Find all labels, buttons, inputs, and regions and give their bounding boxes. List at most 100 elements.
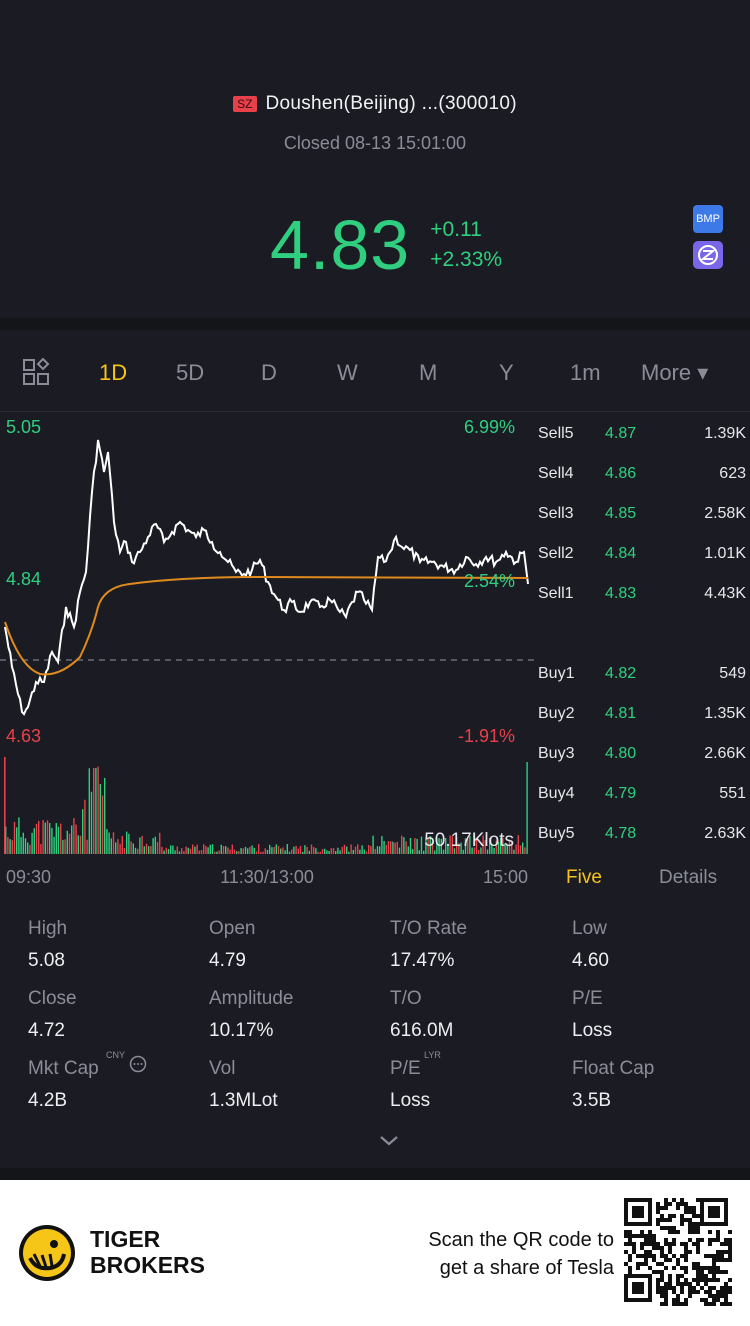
volume-bar bbox=[403, 837, 405, 854]
volume-bar bbox=[304, 845, 306, 854]
volume-bar bbox=[143, 846, 145, 854]
volume-bar bbox=[361, 845, 363, 854]
stat-amplitude: Amplitude 10.17% bbox=[209, 988, 389, 1042]
more-info-icon[interactable] bbox=[129, 1055, 147, 1079]
tab-five[interactable]: Five bbox=[566, 867, 602, 888]
order-book-row: Buy1 4.82 549 bbox=[538, 665, 750, 689]
volume-bar bbox=[68, 833, 71, 854]
volume-bar bbox=[18, 817, 20, 854]
tab-5d[interactable]: 5D bbox=[176, 360, 205, 385]
volume-bar bbox=[79, 835, 82, 854]
promo-footer: TIGER BROKERS Scan the QR code to get a … bbox=[0, 1180, 750, 1326]
volume-bar bbox=[339, 850, 341, 854]
volume-bar bbox=[460, 842, 462, 854]
ob-label: Buy2 bbox=[538, 705, 575, 722]
chevron-down-icon[interactable] bbox=[378, 1134, 400, 1153]
stat-label: T/O Rate bbox=[390, 918, 468, 939]
volume-bar bbox=[75, 824, 77, 854]
volume-bar bbox=[251, 845, 253, 854]
volume-bar bbox=[390, 841, 392, 854]
volume-bar bbox=[464, 838, 467, 854]
stat-label: Mkt Cap CNY bbox=[28, 1050, 147, 1086]
stat-value: 616.0M bbox=[390, 1020, 454, 1041]
z-logo-icon[interactable] bbox=[693, 241, 723, 269]
volume-bar bbox=[154, 836, 156, 854]
price-line bbox=[4, 439, 529, 716]
volume-bar bbox=[196, 844, 198, 854]
tab-m[interactable]: M bbox=[419, 360, 438, 385]
volume-bar bbox=[115, 842, 117, 854]
stat-label: Amplitude bbox=[209, 988, 294, 1009]
volume-bar bbox=[266, 849, 269, 854]
volume-bar bbox=[253, 847, 255, 854]
volume-bar bbox=[324, 848, 326, 854]
volume-bar bbox=[385, 844, 387, 854]
ob-volume: 4.43K bbox=[704, 585, 746, 602]
volume-bar bbox=[493, 848, 495, 854]
volume-bar bbox=[420, 836, 423, 854]
tab-more[interactable]: More ▾ bbox=[641, 360, 709, 385]
volume-bar bbox=[233, 849, 236, 854]
stock-name[interactable]: Doushen(Beijing) ...(300010) bbox=[265, 93, 517, 114]
market-badge: SZ bbox=[233, 96, 257, 112]
tab-y[interactable]: Y bbox=[499, 360, 514, 385]
volume-bar bbox=[82, 809, 84, 854]
volume-bar bbox=[273, 847, 275, 854]
volume-bar bbox=[231, 844, 233, 854]
volume-bar bbox=[376, 846, 379, 854]
tab-details[interactable]: Details bbox=[659, 867, 718, 888]
volume-bar bbox=[429, 836, 431, 854]
volume-bar bbox=[343, 844, 346, 854]
volume-bar bbox=[396, 841, 398, 854]
volume-bar bbox=[486, 849, 489, 854]
bmp-icon[interactable]: BMP bbox=[693, 205, 723, 233]
ob-price: 4.84 bbox=[605, 545, 637, 562]
volume-bar bbox=[522, 842, 524, 854]
volume-bar bbox=[137, 848, 139, 854]
volume-bar bbox=[306, 846, 308, 854]
volume-bar bbox=[407, 846, 409, 854]
volume-bar bbox=[176, 846, 178, 854]
grid-layout-icon[interactable] bbox=[22, 357, 50, 391]
tab-1d[interactable]: 1D bbox=[99, 360, 128, 385]
chart-canvas[interactable]: 5.05 4.84 4.63 6.99% 2.54% -1.91% 50.17K… bbox=[0, 412, 535, 912]
time-end: 15:00 bbox=[483, 867, 528, 887]
stat-label: Vol bbox=[209, 1058, 236, 1079]
volume-bar bbox=[38, 820, 40, 854]
volume-bar bbox=[269, 844, 271, 854]
brand-line1: TIGER bbox=[90, 1226, 161, 1252]
tiger-logo-icon bbox=[18, 1224, 76, 1287]
volume-bar bbox=[368, 845, 370, 854]
volume-bar bbox=[187, 847, 189, 854]
lyr-sup: LYR bbox=[424, 1050, 441, 1060]
volume-bar bbox=[150, 846, 152, 854]
volume-bar bbox=[57, 826, 60, 854]
volume-bar bbox=[475, 838, 478, 854]
stat-vol: Vol 1.3MLot bbox=[209, 1058, 389, 1112]
intraday-chart[interactable]: 5.05 4.84 4.63 6.99% 2.54% -1.91% 50.17K… bbox=[0, 412, 535, 912]
volume-bar bbox=[328, 851, 330, 854]
ob-price: 4.83 bbox=[605, 585, 637, 602]
volume-bar bbox=[181, 848, 183, 854]
order-book-row: Sell3 4.85 2.58K bbox=[538, 505, 750, 529]
volume-bar bbox=[363, 849, 365, 854]
volume-bar bbox=[524, 847, 526, 854]
volume-bar bbox=[352, 849, 354, 854]
volume-bar bbox=[247, 848, 249, 854]
volume-bar bbox=[308, 850, 310, 854]
y-label-low: 4.63 bbox=[6, 726, 41, 746]
volume-bar bbox=[379, 846, 381, 854]
volume-bar bbox=[225, 846, 227, 854]
volume-bar bbox=[240, 848, 242, 854]
volume-bar bbox=[449, 835, 451, 854]
volume-bar bbox=[374, 848, 376, 854]
stat-value: 10.17% bbox=[209, 1020, 274, 1041]
tab-w[interactable]: W bbox=[337, 360, 358, 385]
order-book-row: Buy3 4.80 2.66K bbox=[538, 745, 750, 769]
time-mid: 11:30/13:00 bbox=[220, 867, 314, 887]
order-book-row: Sell2 4.84 1.01K bbox=[538, 545, 750, 569]
tab-d[interactable]: D bbox=[261, 360, 277, 385]
volume-bar bbox=[469, 836, 471, 854]
tab-1m[interactable]: 1m bbox=[570, 360, 601, 385]
volume-bar bbox=[506, 845, 508, 854]
